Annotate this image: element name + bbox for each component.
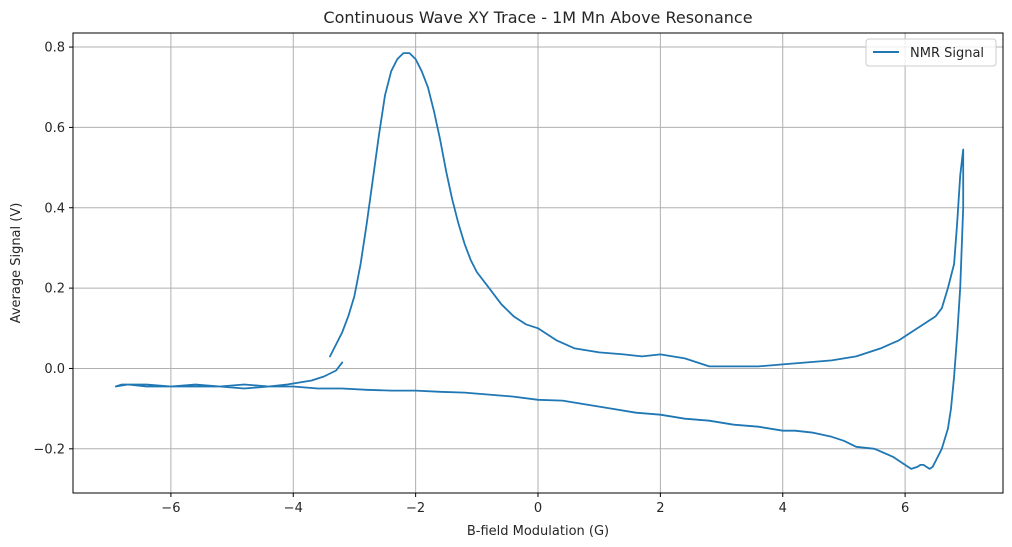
y-tick-label: 0.6 [44, 121, 65, 136]
series-line-nmr-signal [114, 52, 965, 470]
legend: NMR Signal [865, 38, 997, 67]
legend-box [865, 38, 997, 67]
x-tick-label: 6 [901, 501, 909, 516]
x-axis-label: B-field Modulation (G) [467, 524, 609, 539]
y-tick-label: −0.2 [33, 442, 65, 457]
y-tick-label: 0.2 [44, 282, 65, 297]
x-tick-label: 4 [779, 501, 787, 516]
grid [73, 33, 1003, 493]
y-axis: −0.2 0.0 0.2 0.4 0.6 0.8 [33, 41, 73, 457]
x-tick-label: −2 [406, 501, 425, 516]
chart-title: Continuous Wave XY Trace - 1M Mn Above R… [323, 8, 752, 27]
legend-label: NMR Signal [910, 46, 984, 61]
x-tick-label: 2 [656, 501, 664, 516]
x-axis: −6 −4 −2 0 2 4 6 [161, 493, 909, 516]
y-tick-label: 0.0 [44, 362, 65, 377]
x-tick-label: −4 [284, 501, 303, 516]
series-layer [114, 52, 965, 470]
y-tick-label: 0.8 [44, 41, 65, 56]
x-tick-label: 0 [534, 501, 542, 516]
x-tick-label: −6 [161, 501, 180, 516]
y-axis-label: Average Signal (V) [9, 203, 24, 324]
y-tick-label: 0.4 [44, 201, 65, 216]
